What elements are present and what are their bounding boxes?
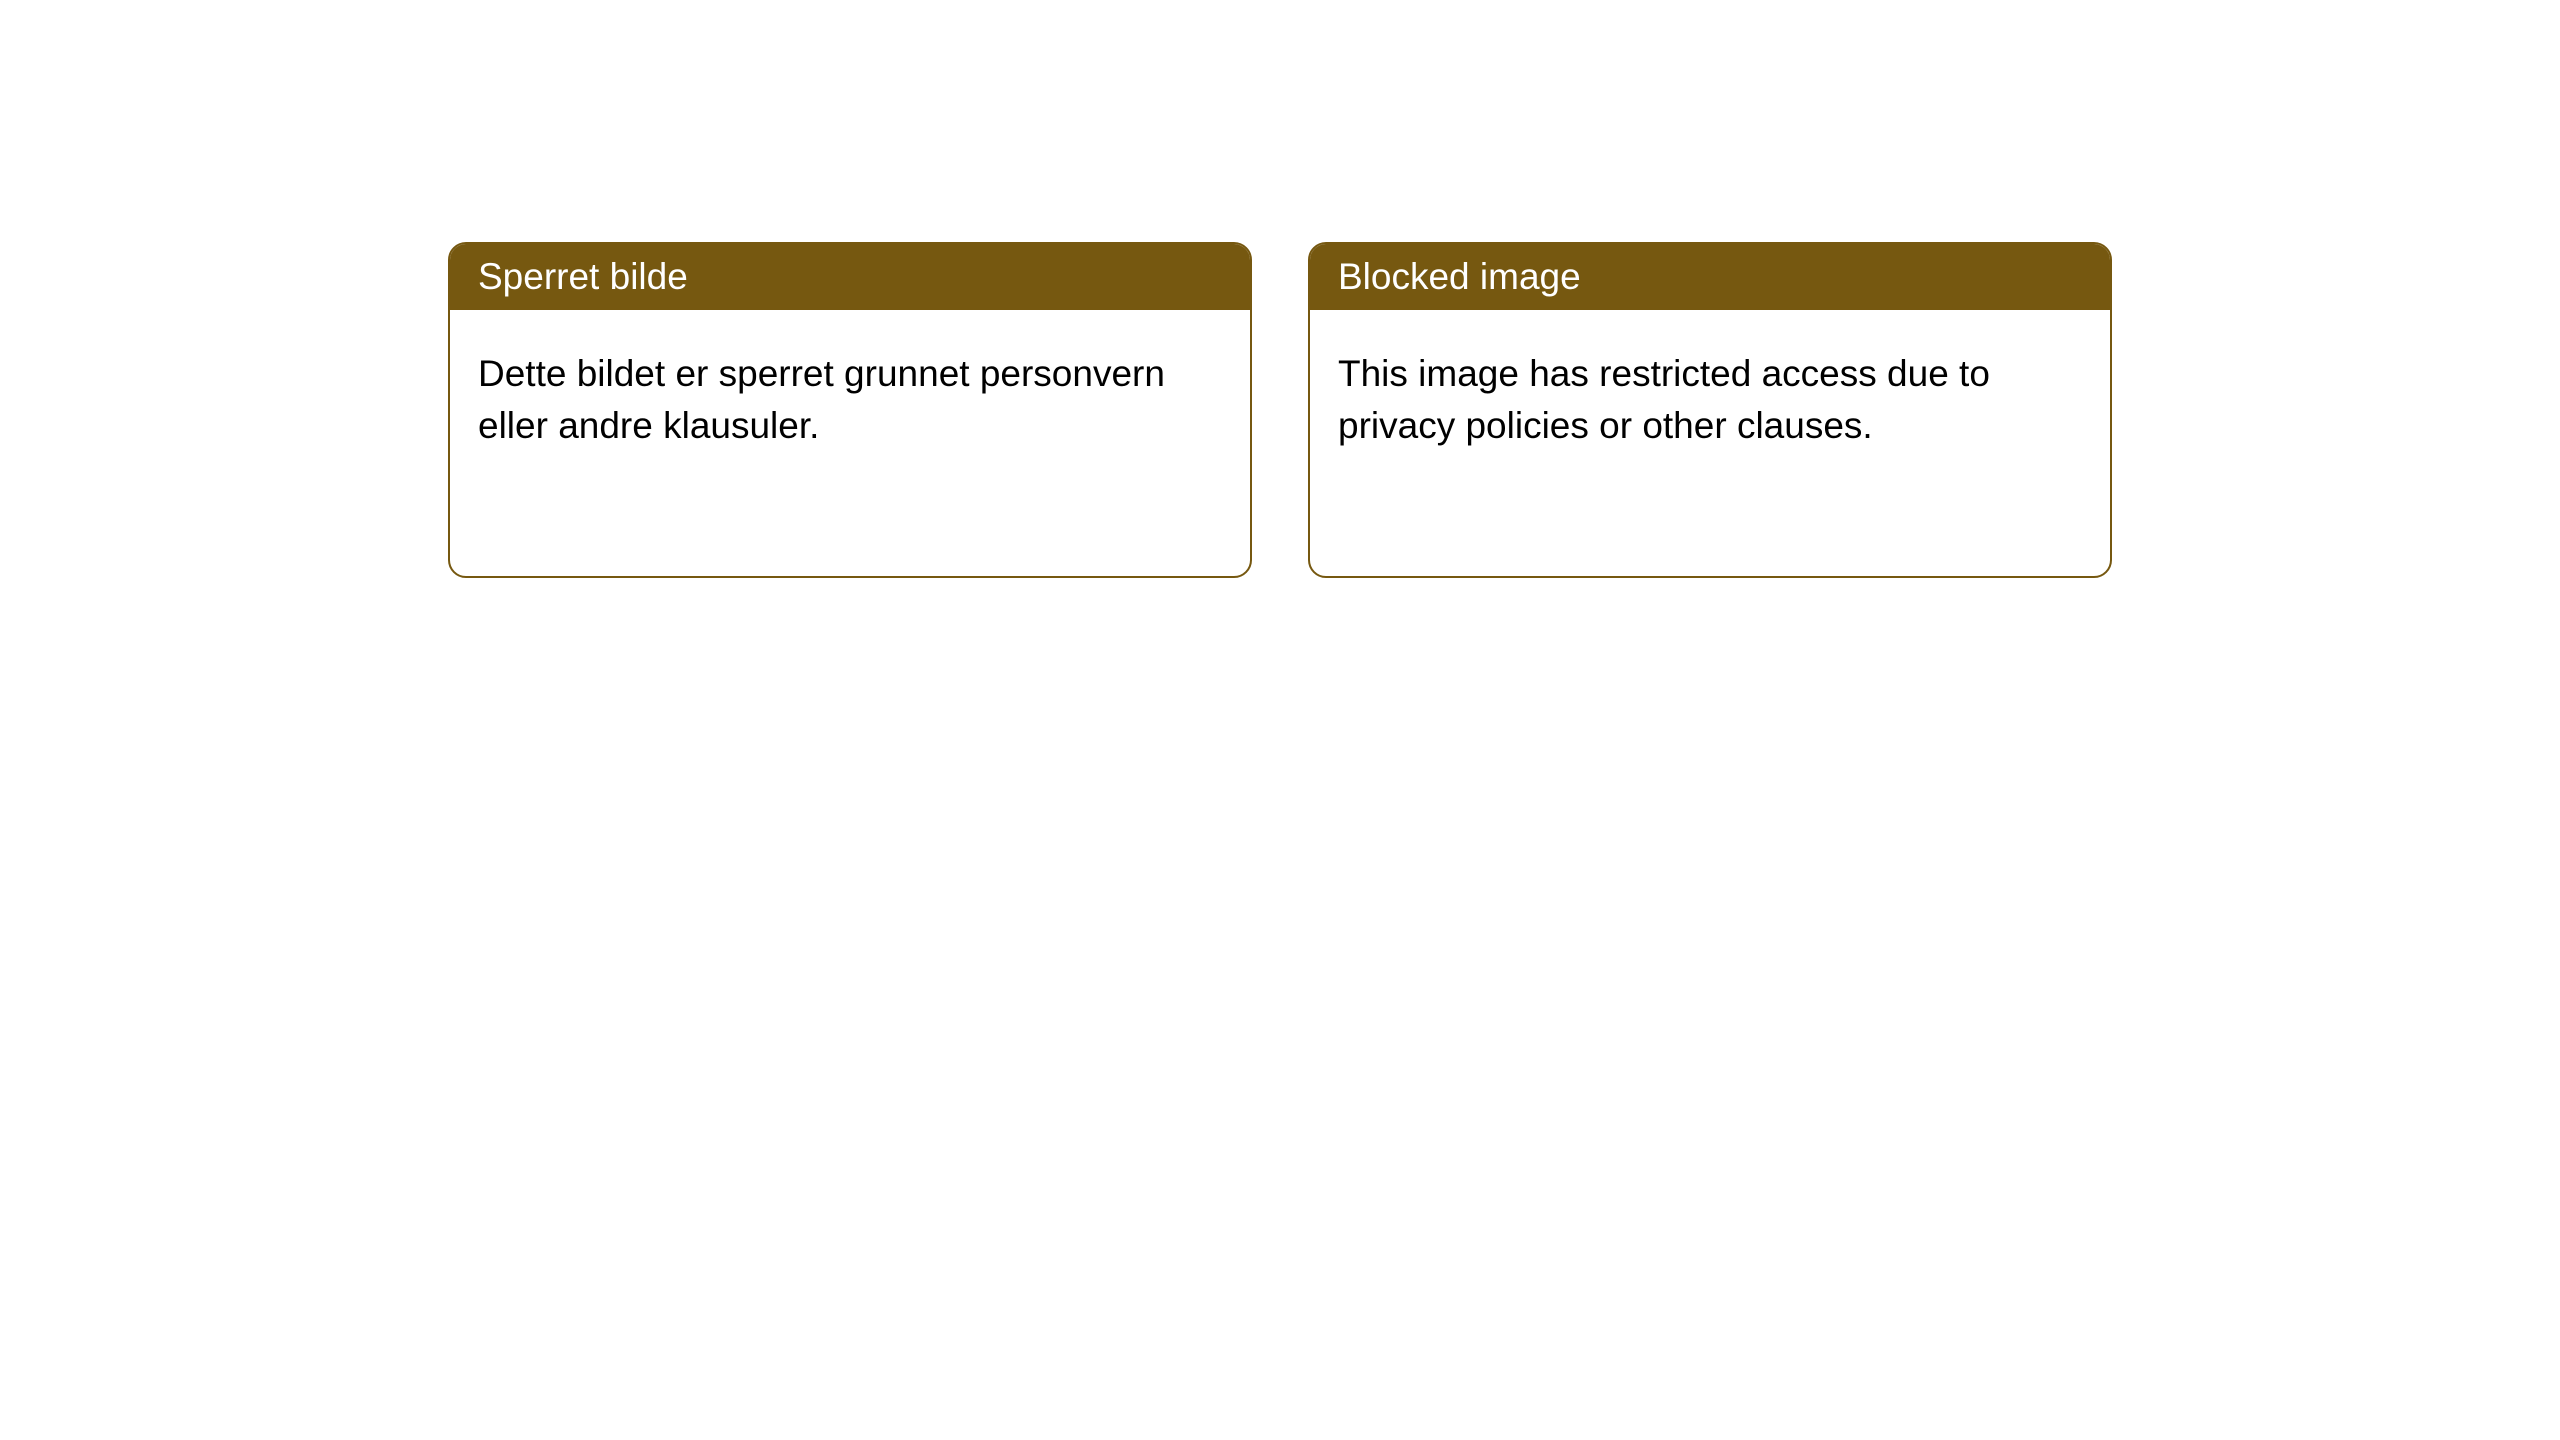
- notice-title: Blocked image: [1338, 256, 1581, 297]
- notice-message: This image has restricted access due to …: [1338, 353, 1990, 446]
- notice-card-english: Blocked image This image has restricted …: [1308, 242, 2112, 578]
- notice-header: Blocked image: [1310, 244, 2110, 310]
- notice-card-norwegian: Sperret bilde Dette bildet er sperret gr…: [448, 242, 1252, 578]
- notice-message: Dette bildet er sperret grunnet personve…: [478, 353, 1165, 446]
- notice-header: Sperret bilde: [450, 244, 1250, 310]
- notice-body: This image has restricted access due to …: [1310, 310, 2110, 490]
- notice-container: Sperret bilde Dette bildet er sperret gr…: [0, 0, 2560, 578]
- notice-title: Sperret bilde: [478, 256, 688, 297]
- notice-body: Dette bildet er sperret grunnet personve…: [450, 310, 1250, 490]
